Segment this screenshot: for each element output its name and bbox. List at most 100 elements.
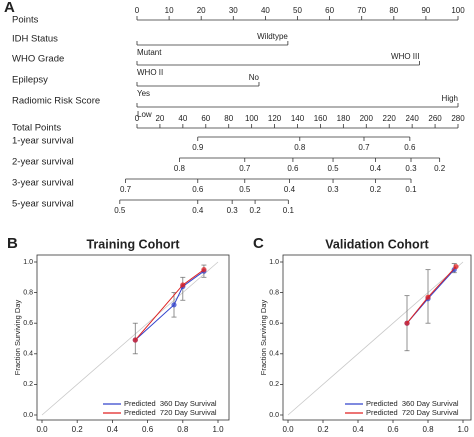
x-tick-label: 0.2 <box>72 425 84 434</box>
point <box>132 337 138 343</box>
tick-label: 90 <box>421 6 430 15</box>
tick-label: 60 <box>325 6 334 15</box>
y-tick-label: 0.8 <box>23 289 33 296</box>
survival-label: 0.8 <box>174 164 186 173</box>
x-tick-label: 1.0 <box>212 425 224 434</box>
survival-label: 0.2 <box>434 164 446 173</box>
tick-label: 0 <box>135 114 140 123</box>
plot-frame <box>36 254 230 421</box>
tick-label: 60 <box>201 114 210 123</box>
point <box>404 320 410 326</box>
x-tick-label: 0.0 <box>36 425 48 434</box>
x-tick-label: 0.6 <box>142 425 154 434</box>
row-label: 1-year survival <box>12 136 74 147</box>
legend-label: Predicted 720 Day Survival <box>366 408 459 417</box>
tick-label: 100 <box>245 114 259 123</box>
tick-label: 40 <box>261 6 270 15</box>
plot-frame <box>282 254 472 421</box>
row-label: Epilepsy <box>12 75 48 86</box>
survival-label: 0.4 <box>192 206 204 215</box>
survival-label: 0.7 <box>239 164 251 173</box>
survival-label: 0.5 <box>239 185 251 194</box>
x-tick-label: 0.0 <box>282 425 294 434</box>
panel-label: C <box>253 235 264 252</box>
tick-label: 260 <box>428 114 442 123</box>
calibration-line <box>134 270 205 341</box>
tick-label: 50 <box>293 6 302 15</box>
survival-label: 0.9 <box>192 143 204 152</box>
legend-label: Predicted 360 Day Survival <box>124 399 217 408</box>
row-label: 5-year survival <box>12 199 74 210</box>
row-label: 2-year survival <box>12 157 74 168</box>
legend-label: Predicted 720 Day Survival <box>124 408 217 417</box>
row-label: Total Points <box>12 123 61 134</box>
tick-label: 40 <box>178 114 187 123</box>
tick-label: 80 <box>389 6 398 15</box>
point <box>201 267 207 273</box>
y-tick-label: 0.0 <box>269 412 279 419</box>
reference-line <box>41 261 219 416</box>
level-label: Yes <box>137 89 150 98</box>
tick-label: 10 <box>165 6 174 15</box>
y-tick-label: 0.8 <box>269 289 279 296</box>
tick-label: 80 <box>224 114 233 123</box>
calibration-line <box>134 269 205 341</box>
tick-label: 120 <box>268 114 282 123</box>
survival-label: 0.1 <box>283 206 295 215</box>
tick-label: 160 <box>314 114 328 123</box>
tick-label: 100 <box>451 6 465 15</box>
x-tick-label: 0.8 <box>422 425 434 434</box>
level-label: Low <box>137 110 152 119</box>
row-label: Radiomic Risk Score <box>12 96 100 107</box>
y-tick-label: 1.0 <box>269 259 279 266</box>
tick-label: 20 <box>155 114 164 123</box>
legend-label: Predicted 360 Day Survival <box>366 399 459 408</box>
survival-label: 0.8 <box>294 143 306 152</box>
chart-title: Validation Cohort <box>325 237 429 251</box>
x-tick-label: 0.8 <box>177 425 189 434</box>
tick-label: 20 <box>197 6 206 15</box>
y-tick-label: 0.0 <box>23 412 33 419</box>
point <box>453 263 459 270</box>
level-label: No <box>249 73 260 82</box>
level-label: Mutant <box>137 48 162 57</box>
tick-label: 70 <box>357 6 366 15</box>
survival-label: 0.1 <box>405 185 417 194</box>
level-label: High <box>442 94 458 103</box>
panel-label: A <box>4 0 15 16</box>
point <box>171 302 177 308</box>
reference-line <box>287 261 464 416</box>
tick-label: 220 <box>383 114 397 123</box>
survival-label: 0.6 <box>192 185 204 194</box>
survival-label: 0.5 <box>114 206 126 215</box>
survival-label: 0.2 <box>250 206 262 215</box>
level-label: Wildtype <box>257 32 288 41</box>
row-label: 3-year survival <box>12 178 74 189</box>
y-axis-label: Fraction Surviving Day <box>13 300 22 376</box>
x-tick-label: 1.0 <box>457 425 469 434</box>
survival-label: 0.6 <box>287 164 299 173</box>
survival-label: 0.3 <box>227 206 239 215</box>
survival-label: 0.4 <box>370 164 382 173</box>
survival-label: 0.3 <box>405 164 417 173</box>
x-tick-label: 0.2 <box>317 425 329 434</box>
level-label: WHO III <box>391 52 419 61</box>
y-tick-label: 0.6 <box>23 320 33 327</box>
row-label: WHO Grade <box>12 54 64 65</box>
tick-label: 200 <box>360 114 374 123</box>
x-tick-label: 0.4 <box>352 425 364 434</box>
row-label: Points <box>12 15 39 26</box>
tick-label: 0 <box>135 6 140 15</box>
tick-label: 240 <box>405 114 419 123</box>
x-tick-label: 0.4 <box>107 425 119 434</box>
survival-label: 0.4 <box>284 185 296 194</box>
y-tick-label: 0.6 <box>269 320 279 327</box>
y-tick-label: 1.0 <box>23 259 33 266</box>
tick-label: 180 <box>337 114 351 123</box>
survival-label: 0.7 <box>120 185 132 194</box>
y-axis-label: Fraction Surviving Day <box>259 300 268 376</box>
chart-title: Training Cohort <box>86 237 180 251</box>
y-tick-label: 0.2 <box>269 381 279 388</box>
survival-label: 0.7 <box>358 143 370 152</box>
